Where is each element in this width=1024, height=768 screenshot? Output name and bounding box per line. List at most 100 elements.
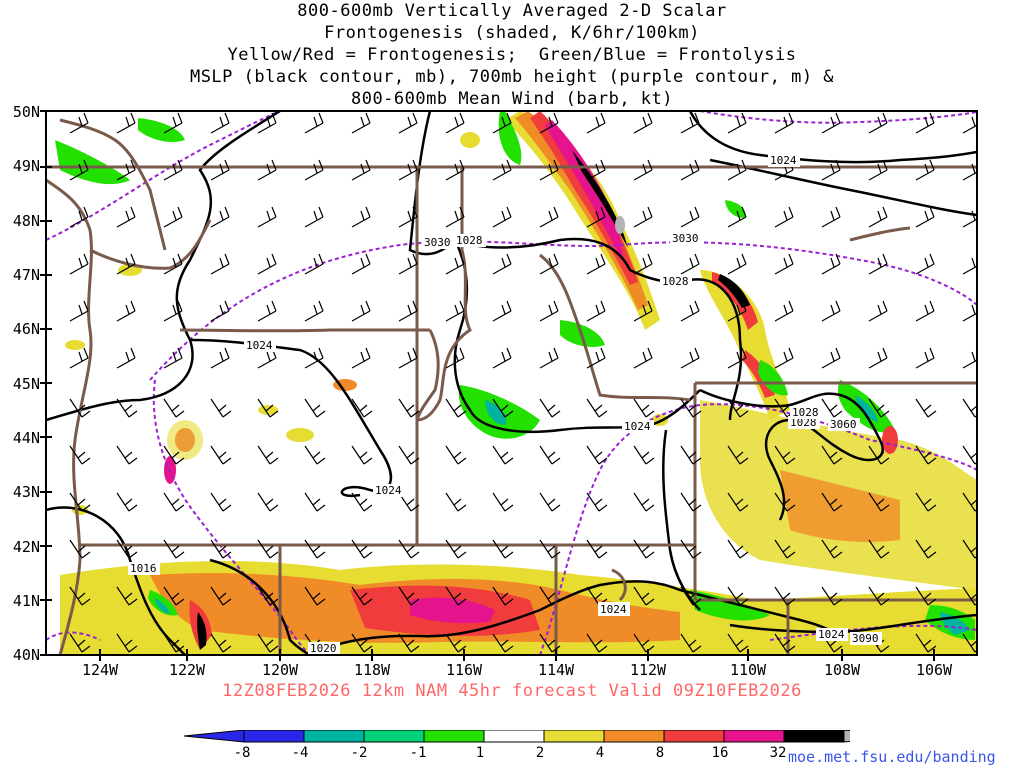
- wind-barb: [351, 586, 373, 606]
- wind-barb: [586, 206, 606, 228]
- wind-barb: [539, 398, 561, 418]
- wind-barb: [116, 445, 138, 465]
- wind-barb: [351, 206, 371, 228]
- wind-barb: [774, 492, 796, 512]
- wind-barb: [539, 300, 559, 322]
- wind-barb: [351, 347, 371, 369]
- wind-barb: [868, 586, 890, 606]
- wind-barb: [774, 586, 796, 606]
- wind-barb: [680, 445, 702, 465]
- wind-barb: [351, 253, 371, 275]
- wind-barb: [727, 586, 749, 606]
- wind-barb: [398, 539, 420, 559]
- wind-barb: [868, 445, 890, 465]
- lat-label-40n: 40N: [12, 646, 40, 664]
- wind-barb: [962, 207, 977, 228]
- wind-barb: [633, 206, 653, 228]
- wind-barb: [492, 445, 514, 465]
- wind-barb: [398, 398, 420, 418]
- wind-barb: [304, 206, 324, 228]
- wind-barb: [774, 539, 796, 559]
- wind-barb: [680, 253, 700, 275]
- wind-barb: [727, 253, 747, 275]
- wind-barb: [398, 586, 420, 606]
- wind-barb: [868, 206, 888, 228]
- wind-barb: [915, 300, 935, 322]
- lon-label-118w: 118W: [353, 661, 391, 679]
- wind-barb: [915, 206, 935, 228]
- wind-barb: [69, 206, 89, 228]
- mslp-label-extra-1: 1024: [246, 339, 273, 352]
- wind-barb: [539, 539, 561, 559]
- colorbar-swatch-5: [543, 730, 605, 743]
- wind-barb: [69, 159, 89, 181]
- wind-barb: [962, 254, 977, 275]
- colorbar-label-5: 2: [535, 745, 545, 761]
- wind-barb: [821, 253, 841, 275]
- wind-barb: [586, 347, 606, 369]
- wind-barb: [304, 253, 324, 275]
- wind-barb: [163, 159, 183, 181]
- wind-barb: [915, 633, 937, 653]
- wind-barb: [69, 633, 91, 653]
- wind-barb: [445, 159, 465, 181]
- colorbar: [183, 730, 850, 743]
- wind-barb: [210, 539, 232, 559]
- wind-barb: [680, 539, 702, 559]
- wind-barb: [445, 539, 467, 559]
- wind-barb: [915, 112, 935, 134]
- wind-barb: [351, 300, 371, 322]
- wind-barb: [586, 300, 606, 322]
- wind-barb: [210, 112, 230, 134]
- wind-barb: [586, 398, 608, 418]
- colorbar-swatch-4: [483, 730, 545, 743]
- lat-label-44n: 44N: [12, 429, 40, 447]
- mslp-label-extra-3: 1024: [818, 628, 845, 641]
- colorbar-swatch-7: [663, 730, 725, 743]
- wind-barb: [69, 347, 89, 369]
- wind-barb: [445, 300, 465, 322]
- wind-barb: [257, 633, 279, 653]
- wind-barb: [492, 586, 514, 606]
- height-label-1: 3030: [672, 232, 699, 245]
- wind-barb: [304, 159, 324, 181]
- wind-barb: [69, 253, 89, 275]
- colorbar-swatch-1: [303, 730, 365, 743]
- wind-barb: [304, 398, 326, 418]
- wind-barb: [210, 253, 230, 275]
- wind-barb: [633, 539, 655, 559]
- colorbar-swatch-0: [243, 730, 305, 743]
- wind-barb: [586, 112, 606, 134]
- mslp-label-4: 1024: [624, 420, 651, 433]
- wind-barb: [257, 586, 279, 606]
- wind-barb: [539, 206, 559, 228]
- wind-barb: [116, 492, 138, 512]
- wind-barb: [116, 253, 136, 275]
- mslp-label-5: 1028: [790, 416, 817, 429]
- credit-url[interactable]: moe.met.fsu.edu/banding: [788, 748, 996, 766]
- lat-label-49n: 49N: [12, 157, 40, 175]
- wind-barb: [727, 445, 749, 465]
- lon-label-122w: 122W: [168, 661, 206, 679]
- forecast-valid-line: 12Z08FEB2026 12km NAM 45hr forecast Vali…: [222, 681, 802, 701]
- colorbar-label-6: 4: [595, 745, 605, 761]
- colorbar-label-3: -1: [409, 745, 427, 761]
- wind-barb: [727, 492, 749, 512]
- wind-barb: [539, 347, 559, 369]
- wind-barb: [821, 398, 843, 418]
- wind-barb: [304, 300, 324, 322]
- lon-label-116w: 116W: [445, 661, 483, 679]
- lon-label-114w: 114W: [537, 661, 575, 679]
- wind-barb: [539, 253, 559, 275]
- lat-label-50n: 50N: [12, 103, 40, 121]
- wind-barb: [116, 347, 136, 369]
- wind-barb: [304, 539, 326, 559]
- wind-barb: [210, 398, 232, 418]
- mslp-label-0: 1024: [770, 154, 797, 167]
- height-label-3: 3090: [852, 632, 879, 645]
- mslp-label-8: 1020: [310, 642, 337, 655]
- wind-barb: [727, 206, 747, 228]
- wind-barb: [163, 586, 185, 606]
- wind-barb: [680, 300, 700, 322]
- wind-barb: [539, 586, 561, 606]
